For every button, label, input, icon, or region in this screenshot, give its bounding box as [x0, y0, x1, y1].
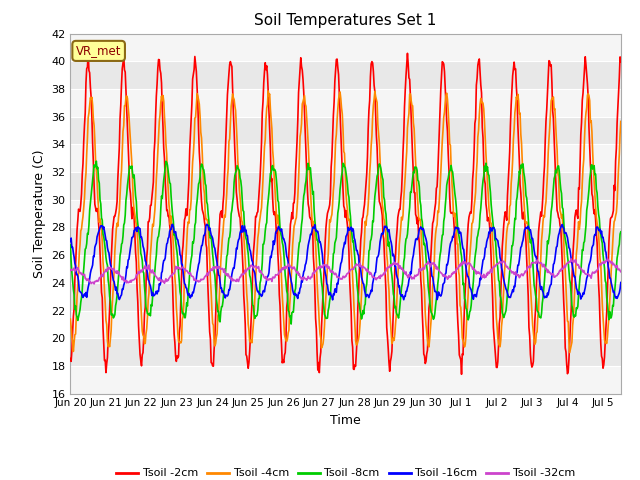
Tsoil -8cm: [617, 229, 625, 235]
Tsoil -32cm: [476, 270, 483, 276]
Bar: [70, 366, 621, 394]
Tsoil -16cm: [617, 280, 625, 286]
Title: Soil Temperatures Set 1: Soil Temperatures Set 1: [255, 13, 436, 28]
X-axis label: Time: Time: [330, 414, 361, 427]
Tsoil -4cm: [462, 333, 470, 339]
Tsoil -16cm: [67, 239, 74, 244]
Bar: [70, 144, 621, 172]
Bar: [70, 172, 621, 200]
Tsoil -32cm: [323, 262, 330, 268]
Tsoil -32cm: [67, 267, 74, 273]
Tsoil -2cm: [302, 149, 310, 155]
Tsoil -2cm: [323, 216, 330, 222]
Tsoil -8cm: [287, 321, 295, 327]
Tsoil -4cm: [476, 112, 483, 118]
Line: Tsoil -4cm: Tsoil -4cm: [70, 91, 621, 352]
Tsoil -16cm: [329, 297, 337, 303]
Line: Tsoil -16cm: Tsoil -16cm: [70, 224, 621, 300]
Tsoil -2cm: [617, 59, 625, 65]
Tsoil -2cm: [463, 251, 470, 256]
Tsoil -16cm: [302, 260, 310, 266]
Bar: [70, 89, 621, 117]
Tsoil -32cm: [604, 256, 611, 262]
Line: Tsoil -32cm: Tsoil -32cm: [70, 259, 621, 284]
Bar: [70, 283, 621, 311]
Bar: [70, 338, 621, 366]
Tsoil -2cm: [476, 68, 484, 74]
Tsoil -32cm: [90, 281, 98, 287]
Tsoil -4cm: [264, 88, 272, 94]
Tsoil -4cm: [302, 103, 310, 109]
Tsoil -8cm: [463, 307, 470, 312]
Bar: [70, 255, 621, 283]
Tsoil -4cm: [68, 338, 76, 344]
Tsoil -8cm: [476, 212, 484, 218]
Tsoil -32cm: [617, 269, 625, 275]
Bar: [70, 117, 621, 144]
Tsoil -2cm: [458, 372, 465, 377]
Tsoil -4cm: [617, 119, 625, 124]
Tsoil -8cm: [68, 278, 76, 284]
Line: Tsoil -2cm: Tsoil -2cm: [70, 52, 621, 374]
Tsoil -4cm: [323, 280, 330, 286]
Tsoil -4cm: [566, 349, 573, 355]
Legend: Tsoil -2cm, Tsoil -4cm, Tsoil -8cm, Tsoil -16cm, Tsoil -32cm: Tsoil -2cm, Tsoil -4cm, Tsoil -8cm, Tsoi…: [111, 464, 580, 480]
Bar: [70, 34, 621, 61]
Tsoil -16cm: [203, 221, 211, 227]
Tsoil -2cm: [145, 219, 152, 225]
Tsoil -16cm: [463, 270, 470, 276]
Tsoil -32cm: [302, 276, 310, 282]
Bar: [70, 200, 621, 228]
Tsoil -8cm: [303, 168, 310, 174]
Tsoil -8cm: [67, 242, 74, 248]
Y-axis label: Soil Temperature (C): Soil Temperature (C): [33, 149, 45, 278]
Tsoil -16cm: [143, 270, 151, 276]
Tsoil -16cm: [68, 244, 76, 250]
Tsoil -2cm: [84, 49, 92, 55]
Tsoil -8cm: [324, 315, 332, 321]
Tsoil -8cm: [145, 311, 152, 316]
Tsoil -8cm: [93, 158, 100, 164]
Text: VR_met: VR_met: [76, 44, 122, 58]
Tsoil -32cm: [145, 266, 152, 272]
Bar: [70, 61, 621, 89]
Line: Tsoil -8cm: Tsoil -8cm: [70, 161, 621, 324]
Tsoil -32cm: [462, 260, 470, 266]
Bar: [70, 228, 621, 255]
Tsoil -4cm: [67, 316, 74, 322]
Tsoil -4cm: [143, 314, 151, 320]
Bar: [70, 311, 621, 338]
Tsoil -2cm: [68, 329, 76, 335]
Tsoil -16cm: [323, 281, 330, 287]
Tsoil -16cm: [476, 276, 484, 281]
Tsoil -32cm: [68, 267, 76, 273]
Tsoil -2cm: [67, 356, 74, 361]
